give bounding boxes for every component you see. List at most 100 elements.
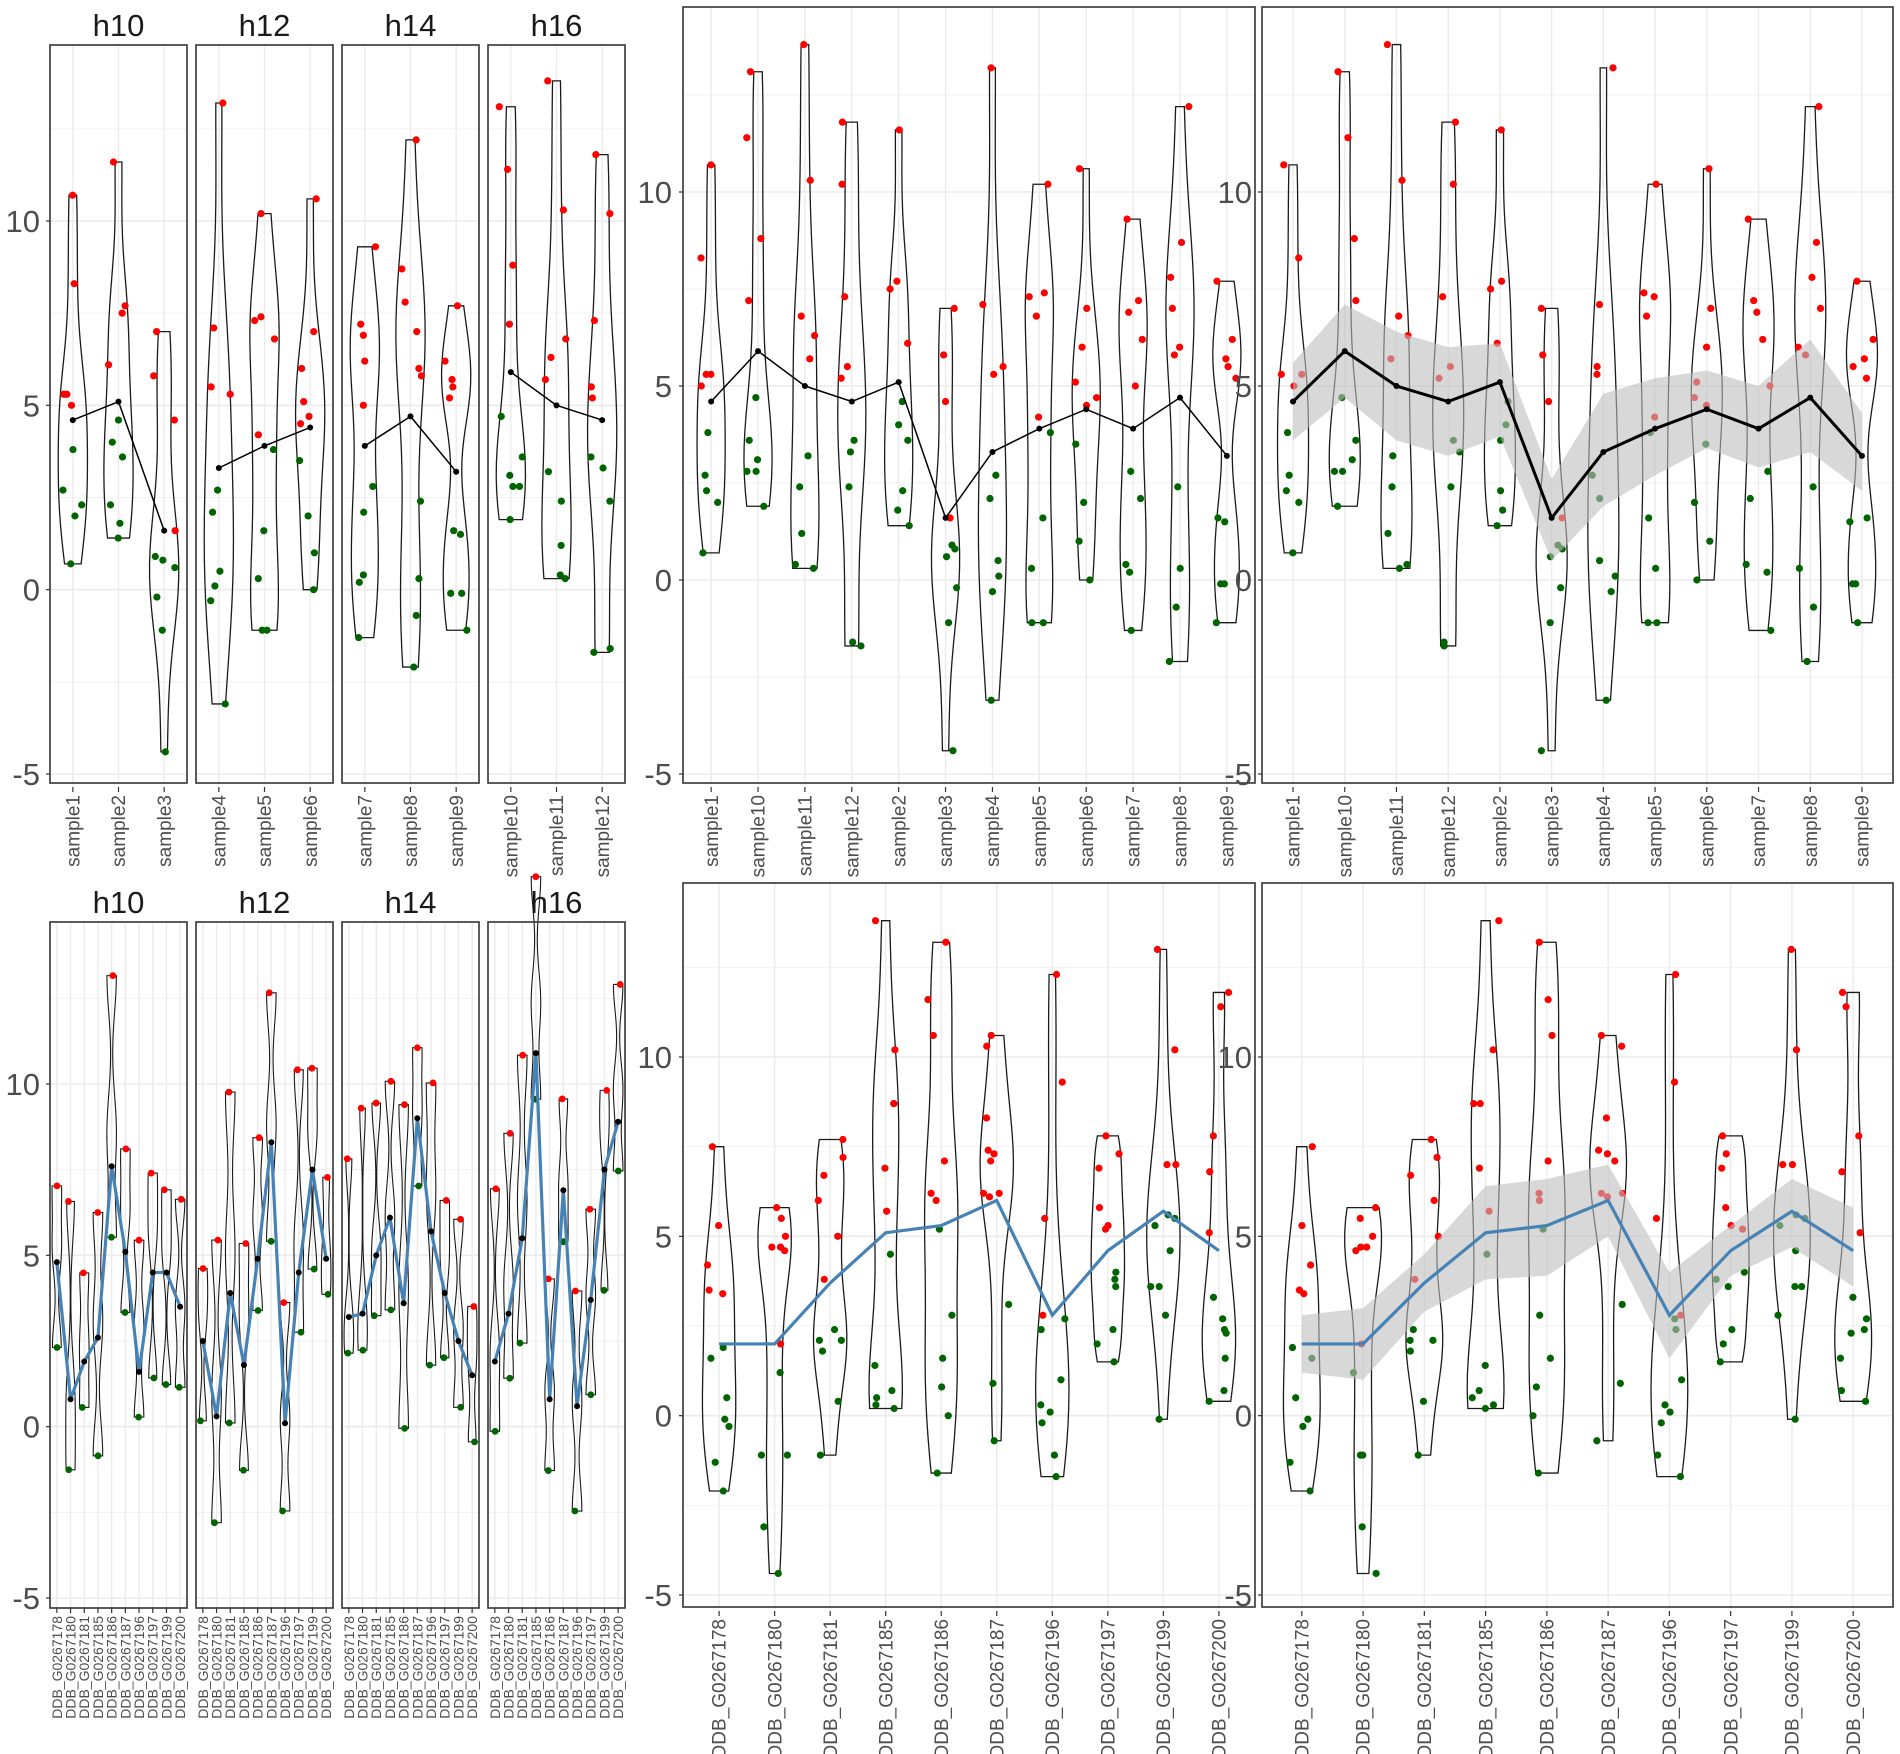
data-point-low xyxy=(599,464,607,472)
data-point-high xyxy=(1486,285,1495,293)
mean-point xyxy=(532,1050,539,1057)
data-point-low xyxy=(415,575,423,583)
data-point-high xyxy=(1131,382,1139,390)
data-point-high xyxy=(890,1100,898,1108)
data-point-low xyxy=(725,1422,733,1431)
data-point-high xyxy=(171,527,179,535)
x-tick-label: sample7 xyxy=(355,795,376,867)
data-point-high xyxy=(1544,996,1552,1004)
y-tick-label: -5 xyxy=(644,757,672,792)
data-point-high xyxy=(1176,343,1184,351)
data-point-high xyxy=(838,118,846,126)
x-tick-label: DDB_G0267180 xyxy=(500,1616,516,1719)
x-tick-label: DDB_G0267186 xyxy=(932,1619,953,1754)
mean-point xyxy=(115,398,122,405)
mean-point xyxy=(307,424,314,431)
data-point-low xyxy=(162,1381,170,1388)
data-point-low xyxy=(1038,1419,1046,1427)
data-point-low xyxy=(360,508,368,516)
data-point-high xyxy=(705,1286,713,1294)
data-point-low xyxy=(1653,619,1661,627)
data-point-low xyxy=(297,1328,305,1336)
data-point-high xyxy=(445,394,454,402)
data-point-high xyxy=(1213,277,1221,285)
data-point-low xyxy=(986,494,994,503)
data-point-high xyxy=(1497,126,1505,134)
data-point-low xyxy=(1742,560,1750,569)
violin xyxy=(1071,168,1101,581)
data-point-low xyxy=(1372,1569,1380,1578)
data-point-high xyxy=(257,210,265,218)
data-point-low xyxy=(798,529,806,538)
data-point-low xyxy=(846,448,855,456)
data-point-low xyxy=(158,626,166,634)
data-point-low xyxy=(1529,1412,1537,1420)
data-point-high xyxy=(1537,304,1545,312)
data-point-low xyxy=(1440,642,1448,650)
data-point-low xyxy=(1057,1376,1065,1384)
y-tick-label: 10 xyxy=(6,1067,40,1102)
data-point-low xyxy=(324,1290,332,1298)
data-point-low xyxy=(857,642,865,650)
x-tick-label: DDB_G0267180 xyxy=(62,1616,78,1719)
data-point-high xyxy=(1295,254,1303,262)
violin xyxy=(977,67,1008,701)
data-point-low xyxy=(873,1394,881,1402)
data-point-low xyxy=(410,663,418,671)
data-point-high xyxy=(300,398,308,406)
panel-bottom-middle xyxy=(683,883,1255,1607)
data-point-high xyxy=(1650,293,1658,301)
facet-strip-label: h16 xyxy=(531,885,583,920)
data-point-high xyxy=(1222,355,1230,363)
data-point-low xyxy=(506,516,514,524)
mean-point xyxy=(848,398,855,405)
facet-border xyxy=(195,44,334,784)
data-point-high xyxy=(69,191,77,199)
mean-point xyxy=(895,379,902,386)
data-point-low xyxy=(1165,657,1173,666)
data-point-high xyxy=(1609,64,1617,72)
data-point-low xyxy=(886,1250,895,1258)
violin xyxy=(211,1239,222,1524)
data-point-low xyxy=(606,497,614,505)
data-point-high xyxy=(506,1129,514,1137)
data-point-high xyxy=(1595,300,1604,309)
data-point-high xyxy=(1475,1164,1484,1172)
data-point-high xyxy=(983,1042,991,1050)
x-tick-label: DDB_G0267185 xyxy=(1476,1619,1497,1754)
violin xyxy=(530,876,542,1100)
data-point-low xyxy=(776,1369,784,1377)
data-point-high xyxy=(413,328,421,336)
y-tick-label: 5 xyxy=(1235,1219,1252,1254)
data-point-low xyxy=(1384,529,1392,538)
data-point-low xyxy=(260,527,268,535)
violin xyxy=(696,164,726,554)
y-tick-label: -5 xyxy=(1224,757,1252,792)
mean-point xyxy=(199,1338,206,1344)
facet-border xyxy=(341,44,480,784)
data-point-low xyxy=(711,1458,719,1466)
violin xyxy=(541,80,572,580)
data-point-high xyxy=(1838,988,1847,997)
data-point-low xyxy=(1109,1325,1117,1334)
data-point-high xyxy=(251,316,259,325)
x-tick-label: sample11 xyxy=(1387,795,1408,876)
data-point-low xyxy=(456,530,465,538)
data-point-low xyxy=(1419,1397,1428,1405)
x-tick-label: DDB_G0267178 xyxy=(195,1616,211,1719)
data-point-low xyxy=(872,1401,880,1409)
x-tick-label: DDB_G0267185 xyxy=(236,1616,252,1719)
data-point-low xyxy=(783,1451,791,1459)
data-point-low xyxy=(1791,1282,1799,1291)
data-point-high xyxy=(1618,1042,1626,1050)
data-point-high xyxy=(357,320,365,328)
mean-point xyxy=(163,1269,170,1276)
data-point-high xyxy=(924,996,932,1004)
data-point-high xyxy=(1134,297,1143,305)
data-point-low xyxy=(1176,564,1184,572)
data-point-low xyxy=(254,575,262,583)
data-point-low xyxy=(267,1237,275,1245)
data-point-low xyxy=(150,1374,158,1382)
data-point-low xyxy=(890,1404,898,1413)
data-point-low xyxy=(213,486,222,494)
